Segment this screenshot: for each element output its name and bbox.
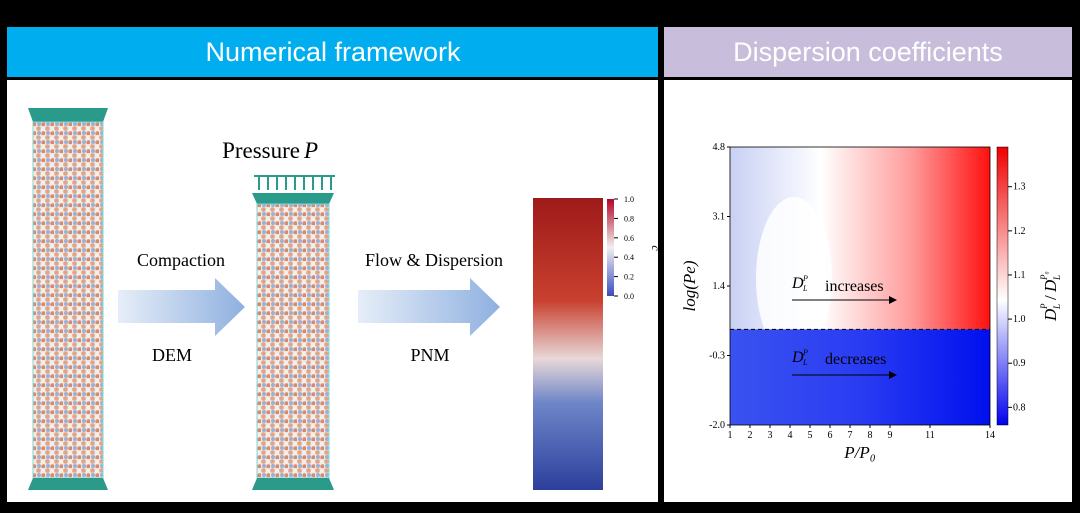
annotation-sup: P <box>802 348 808 357</box>
step-method: PNM <box>410 345 449 365</box>
y-tick-label: 1.4 <box>713 281 726 292</box>
colorbar-label-part: L <box>1052 304 1062 310</box>
step-method: DEM <box>152 345 192 365</box>
pressure-label: Pressure <box>222 138 300 163</box>
colorbar-tick-label: 1.1 <box>1013 270 1026 281</box>
y-tick-label: 4.8 <box>713 142 726 153</box>
colorbar-tick-label: 0.9 <box>1013 358 1026 369</box>
colorbar-tick-label: 1.2 <box>1013 226 1026 237</box>
colorbar-label-part: P₀ <box>1039 271 1049 281</box>
colorbar <box>996 146 1009 426</box>
annotation-sup: P <box>802 274 808 283</box>
colorbar-label-part: P <box>1039 303 1049 310</box>
heatmap <box>730 147 990 425</box>
y-tick-label: 3.1 <box>713 212 726 223</box>
colorbar-label-part: / <box>1041 295 1060 300</box>
header-left <box>7 27 658 77</box>
x-tick-label: 6 <box>828 430 833 441</box>
x-tick-label: 7 <box>848 430 853 441</box>
colorbar-label-part: D <box>1041 308 1060 322</box>
colorbar-tick-label: 1.3 <box>1013 182 1026 193</box>
tick-label: 0.8 <box>624 214 634 223</box>
annotation-text: increases <box>825 278 884 295</box>
tick-label: 1.0 <box>624 195 634 204</box>
column-loose <box>28 108 108 490</box>
annotation: D P L increases <box>791 274 897 304</box>
x-tick-label: 11 <box>925 430 935 441</box>
colorbar-label: D P L / D P₀ L <box>1039 271 1062 322</box>
y-tick-label: -2.0 <box>709 420 725 431</box>
concentration-field <box>533 198 603 490</box>
annotation-sub: L <box>802 284 808 293</box>
x-tick-label: 14 <box>985 430 995 441</box>
annotation-text: decreases <box>825 351 886 368</box>
x-tick-label: 4 <box>788 430 793 441</box>
panel-title: Dispersion coefficients <box>733 37 1003 67</box>
x-tick-label: 3 <box>768 430 773 441</box>
annotation-sub: L <box>802 358 808 367</box>
panel-title: Numerical framework <box>205 37 461 67</box>
colorbar-tick-label: 1.0 <box>1013 314 1026 325</box>
column-compacted <box>252 175 335 490</box>
arrow <box>118 278 245 336</box>
annotation: D P L decreases <box>791 348 897 379</box>
header-right <box>664 27 1072 77</box>
x-tick-label: 5 <box>808 430 813 441</box>
x-tick-label: 9 <box>888 430 893 441</box>
y-axis-label: log(Pe) <box>680 260 699 311</box>
colorbar-label: c <box>649 245 663 251</box>
annotation-symbol: D <box>791 349 804 366</box>
arrow <box>358 278 500 336</box>
tick-label: 0.4 <box>624 253 634 262</box>
colorbar-tick-label: 0.8 <box>1013 402 1026 413</box>
colorbar-label-part: D <box>1041 279 1060 293</box>
concentration-colorbar <box>607 199 614 296</box>
x-tick-label: 1 <box>728 430 733 441</box>
x-axis-label: P/P₀ <box>843 443 875 462</box>
tick-label: 0.0 <box>624 292 634 301</box>
y-tick-label: -0.3 <box>709 351 725 362</box>
step-label: Flow & Dispersion <box>365 250 503 270</box>
x-tick-label: 8 <box>868 430 873 441</box>
tick-label: 0.6 <box>624 234 634 243</box>
step-label: Compaction <box>137 250 225 270</box>
x-tick-label: 2 <box>748 430 753 441</box>
pressure-symbol: P <box>303 138 318 163</box>
colorbar-label-part: L <box>1052 275 1062 281</box>
tick-label: 0.2 <box>624 273 634 282</box>
annotation-symbol: D <box>791 275 804 292</box>
